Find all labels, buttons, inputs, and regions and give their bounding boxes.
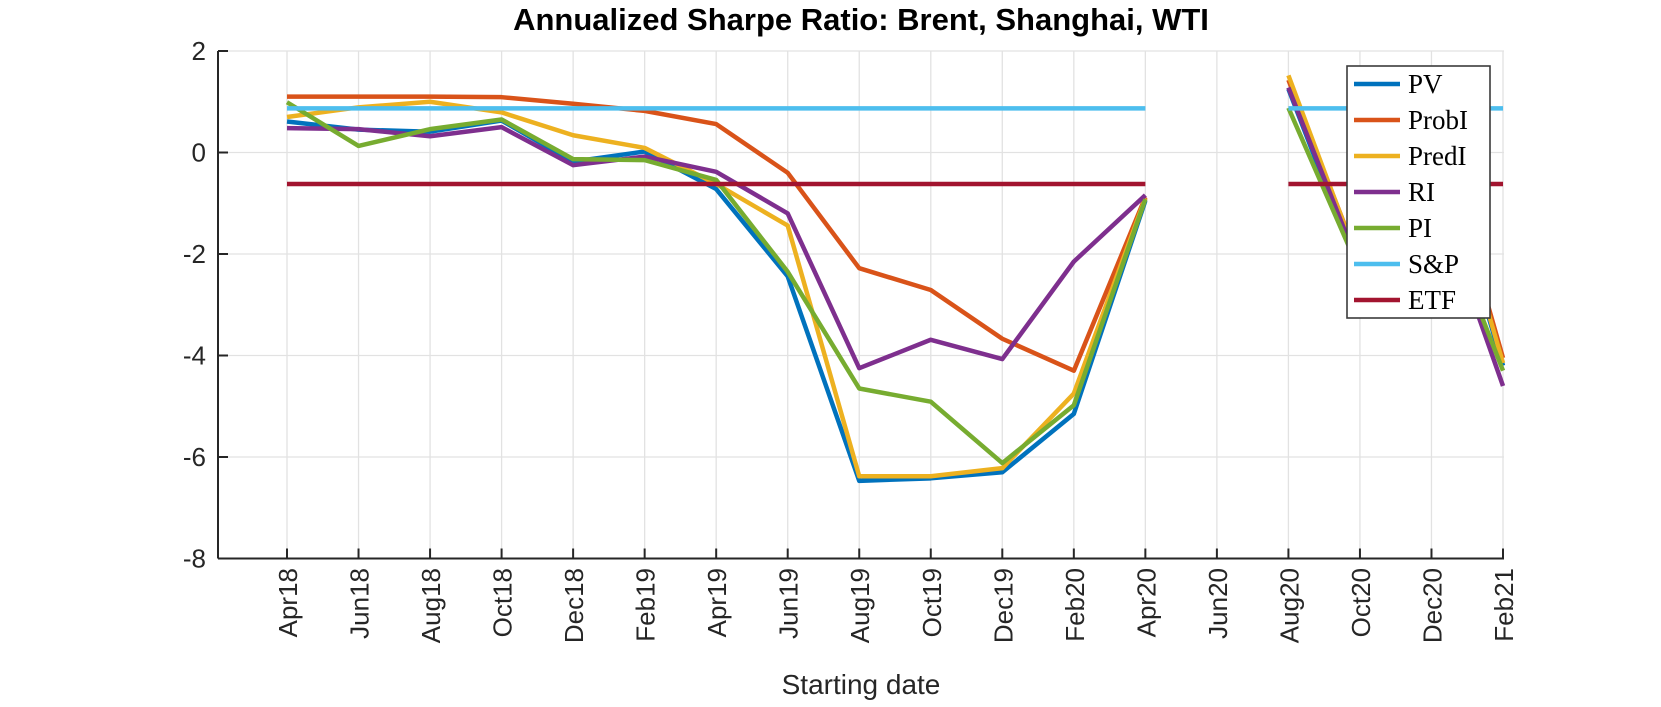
x-tick-label: Oct20	[1346, 568, 1376, 637]
x-tick-label: Dec18	[559, 568, 589, 643]
series-line-PI	[285, 100, 1148, 466]
legend-label-ETF: ETF	[1408, 285, 1456, 315]
x-axis-label: Starting date	[782, 669, 941, 700]
x-tick-label: Dec19	[988, 568, 1018, 643]
x-tick-label: Apr18	[273, 568, 303, 637]
series-line-RI	[286, 124, 1147, 371]
x-tick-label: Apr20	[1131, 568, 1161, 637]
series-lines	[285, 74, 1506, 484]
legend-label-ProbI: ProbI	[1408, 105, 1468, 135]
x-tick-label: Feb19	[631, 568, 661, 642]
legend-label-PredI: PredI	[1408, 141, 1466, 171]
tick-labels: 2 0 -2 -4 -6 -8 Apr18 Jun18 Aug18 Oct18 Dec18 Feb19…	[183, 36, 1519, 643]
x-tick-label: Jun19	[774, 568, 804, 639]
y-tick-label: -6	[183, 442, 206, 472]
chart-title: Annualized Sharpe Ratio: Brent, Shanghai…	[513, 2, 1209, 37]
x-tick-label: Apr19	[702, 568, 732, 637]
series-line-ProbI	[287, 94, 1148, 373]
series-line-PV	[286, 118, 1148, 484]
legend-label-PI: PI	[1408, 213, 1432, 243]
legend-label-S&P: S&P	[1408, 249, 1459, 279]
y-tick-label: 0	[192, 138, 206, 168]
x-tick-label: Feb21	[1489, 568, 1519, 642]
x-tick-label: Jun20	[1203, 568, 1233, 639]
x-tick-label: Jun18	[345, 568, 375, 639]
x-tick-label: Oct18	[488, 568, 518, 637]
y-tick-label: -2	[183, 239, 206, 269]
x-tick-label: Aug19	[845, 568, 875, 643]
y-tick-label: -8	[183, 544, 206, 574]
legend-label-RI: RI	[1408, 177, 1435, 207]
gridlines	[218, 50, 1504, 560]
x-tick-label: Aug18	[416, 568, 446, 643]
axes	[217, 50, 1505, 560]
x-tick-label: Feb20	[1060, 568, 1090, 642]
x-tick-label: Dec20	[1417, 568, 1447, 643]
legend-label-PV: PV	[1408, 69, 1443, 99]
legend: PV ProbI PredI RI PI S&P ETF	[1346, 65, 1491, 319]
x-tick-label: Oct19	[917, 568, 947, 637]
x-tick-label: Aug20	[1274, 568, 1304, 643]
y-tick-label: -4	[183, 341, 206, 371]
y-tick-label: 2	[192, 36, 206, 66]
